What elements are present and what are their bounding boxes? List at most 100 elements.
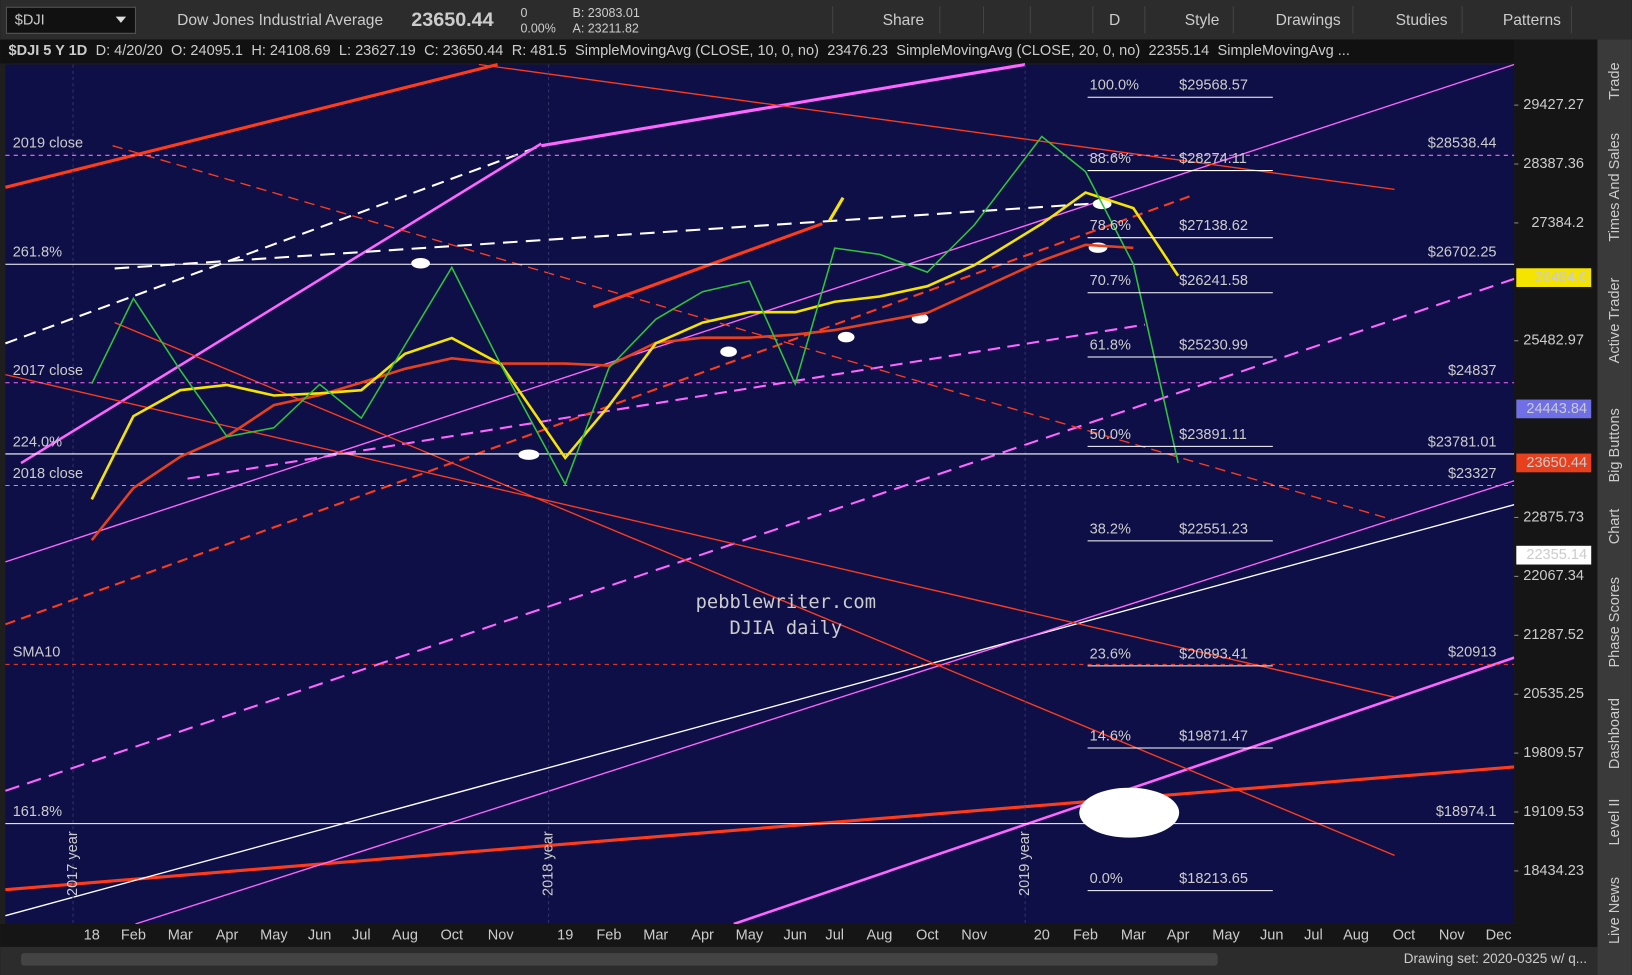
side-tab[interactable]: Active Trader — [1607, 277, 1623, 363]
side-tab[interactable]: Chart — [1607, 509, 1623, 545]
dropdown-arrow[interactable] — [115, 16, 127, 23]
x-tick-label: May — [260, 927, 288, 943]
price-tag-label: 23650.44 — [1526, 455, 1587, 471]
side-tab[interactable]: Dashboard — [1607, 698, 1623, 769]
trendline — [592, 222, 823, 309]
price-tag — [1516, 453, 1592, 473]
fib-pct: 23.6% — [1090, 646, 1131, 662]
side-tab[interactable]: Times And Sales — [1607, 133, 1623, 242]
legend-text: C: 23650.44 — [424, 43, 503, 59]
side-tab[interactable]: Phase Scores — [1607, 577, 1623, 668]
legend-text: L: 23627.19 — [339, 43, 416, 59]
x-tick-label: Jun — [308, 927, 331, 943]
legend-text: H: 24108.69 — [251, 43, 330, 59]
legend-text: SimpleMovingAvg (CLOSE, 20, 0, no) — [896, 43, 1140, 59]
x-tick-label: Jun — [783, 927, 806, 943]
fib-pct: 78.6% — [1090, 218, 1131, 234]
side-tab[interactable]: Live News — [1607, 877, 1623, 944]
y-tick-label: 21287.52 — [1523, 627, 1584, 643]
hline-name: 2017 close — [13, 363, 83, 379]
trendline — [5, 277, 1515, 792]
x-tick-label: Nov — [961, 927, 988, 943]
side-tab[interactable]: Big Buttons — [1607, 408, 1623, 482]
instrument-name: Dow Jones Industrial Average — [177, 12, 383, 29]
hline-name: 2018 close — [13, 466, 83, 482]
x-tick-label: Feb — [121, 927, 146, 943]
hline-name: SMA10 — [13, 645, 61, 661]
side-panel — [1597, 39, 1632, 975]
y-tick-label: 19809.57 — [1523, 745, 1584, 761]
fib-label: $22551.23 — [1179, 521, 1248, 537]
series-line — [90, 243, 1134, 542]
y-tick-label: 22875.73 — [1523, 509, 1584, 525]
side-tab[interactable]: Trade — [1607, 62, 1623, 99]
y-tick-label: 25482.97 — [1523, 333, 1584, 349]
hline-label: $20913 — [1448, 645, 1497, 661]
fib-label: $27138.62 — [1179, 218, 1248, 234]
last-price: 23650.44 — [411, 9, 493, 31]
price-tag-label: 22355.14 — [1526, 547, 1587, 563]
price-tag — [1516, 268, 1592, 287]
legend-text: D: 4/20/20 — [96, 43, 163, 59]
price-tag — [1516, 545, 1592, 565]
toolbar-button[interactable]: Drawings — [1276, 12, 1341, 29]
legend-text: O: 24095.1 — [171, 43, 243, 59]
change-pct: 0.00% — [520, 21, 555, 35]
x-tick-label: Oct — [440, 927, 463, 943]
plot-layer: 2017 year 2018 year 2019 year 2019 close $28… — [5, 64, 1515, 925]
fib-label: $18213.65 — [1179, 871, 1248, 887]
symbol-box[interactable] — [5, 6, 136, 34]
toolbar-button[interactable]: Share — [883, 12, 925, 29]
fib-pct: 70.7% — [1090, 273, 1131, 289]
toolbar-button[interactable]: Studies — [1396, 12, 1448, 29]
x-tick-label: Aug — [392, 927, 418, 943]
trendline — [114, 201, 1104, 270]
y-tick-label: 27384.2 — [1531, 215, 1584, 231]
toolbar-buttons: Share D Style Drawings Studies Patterns — [832, 6, 1572, 34]
fib-pct: 38.2% — [1090, 521, 1131, 537]
x-tick-label: Aug — [867, 927, 893, 943]
hline-name: 224.0% — [13, 434, 62, 450]
fib-pct: 88.6% — [1090, 151, 1131, 167]
scrollbar[interactable] — [21, 953, 1218, 966]
y-tick-label: 29427.27 — [1523, 97, 1584, 113]
highlight — [1079, 787, 1180, 838]
trendline — [5, 62, 498, 189]
year-label: 2019 year — [1017, 831, 1033, 896]
x-tick-label: Oct — [916, 927, 939, 943]
y-tick-label: 22067.34 — [1523, 568, 1584, 584]
change: 0 — [520, 6, 527, 20]
toolbar-button[interactable]: Patterns — [1503, 12, 1561, 29]
trendline — [5, 765, 1515, 892]
x-tick-label: Apr — [691, 927, 714, 943]
toolbar-button[interactable]: D — [1109, 12, 1120, 29]
x-tick-label: Jul — [1304, 927, 1323, 943]
symbol[interactable]: $DJI — [15, 13, 45, 29]
fib-label: $20893.41 — [1179, 646, 1248, 662]
y-tick-label: 20535.25 — [1523, 686, 1584, 702]
x-tick-label: Apr — [216, 927, 239, 943]
bid: B: 23083.01 — [573, 6, 640, 20]
x-tick-label: Nov — [488, 927, 515, 943]
price-tag-label: 24443.84 — [1526, 401, 1587, 417]
side-tab[interactable]: Level II — [1607, 799, 1623, 846]
fib-label: $19871.47 — [1179, 728, 1248, 744]
y-tick-label: 19109.53 — [1523, 804, 1584, 820]
fib-label: $28274.11 — [1179, 151, 1247, 167]
legend-text: R: 481.5 — [512, 43, 567, 59]
x-tick-label: Feb — [596, 927, 621, 943]
hline-name: 161.8% — [13, 804, 62, 820]
fib-label: $23891.11 — [1179, 427, 1247, 443]
watermark: pebblewriter.com — [696, 592, 876, 613]
trendline — [5, 144, 542, 345]
toolbar-button[interactable]: Style — [1185, 12, 1220, 29]
trendline — [5, 504, 1515, 917]
x-tick-label: May — [736, 927, 764, 943]
hline-label: $23781.01 — [1428, 434, 1497, 450]
x-tick-label: Feb — [1073, 927, 1098, 943]
trendline — [20, 142, 542, 465]
y-tick-label: 28387.36 — [1523, 156, 1584, 172]
watermark: DJIA daily — [729, 618, 842, 639]
ask: A: 23211.82 — [573, 21, 639, 35]
